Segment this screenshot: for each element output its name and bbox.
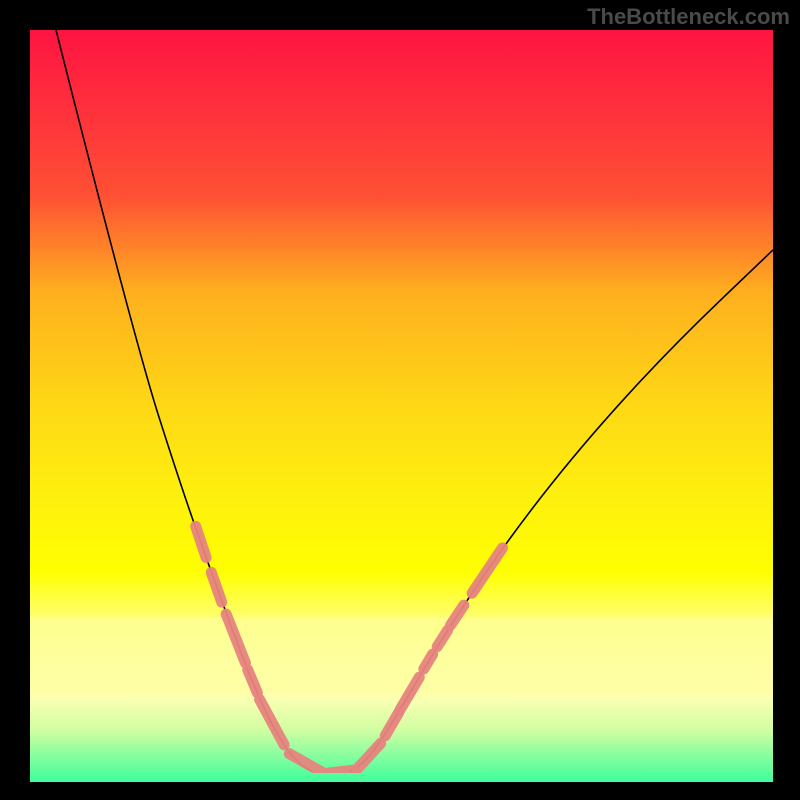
dash-segment xyxy=(357,743,381,769)
dash-segment xyxy=(329,770,356,773)
dash-segment xyxy=(196,526,206,557)
dash-segment xyxy=(211,572,221,602)
dash-segment xyxy=(451,605,464,625)
chart-curves-svg xyxy=(30,30,773,773)
dash-segment xyxy=(400,677,419,710)
dash-segment xyxy=(289,754,323,773)
dash-segment xyxy=(385,713,398,736)
bottleneck-curve-left xyxy=(56,30,312,772)
chart-plot-area xyxy=(30,30,773,782)
dash-segment xyxy=(424,654,433,669)
dash-segment xyxy=(472,548,502,593)
dash-segment xyxy=(260,699,285,744)
dash-segment xyxy=(248,670,258,693)
dash-segment xyxy=(437,630,447,646)
dash-segment xyxy=(226,614,245,663)
dash-overlay xyxy=(196,526,503,773)
watermark-text: TheBottleneck.com xyxy=(587,4,790,30)
